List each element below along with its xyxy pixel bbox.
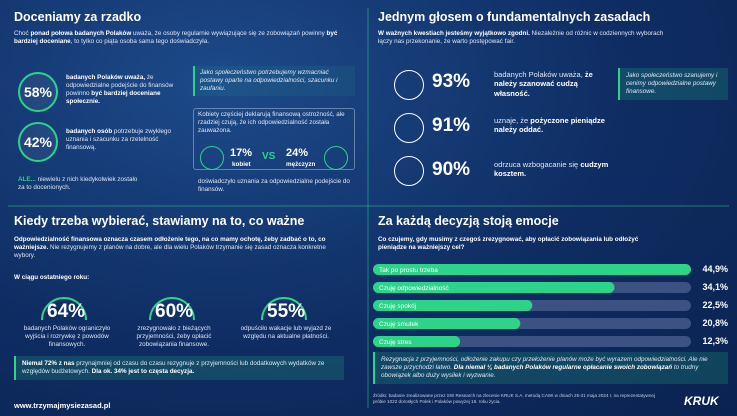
- summary-box: Niemal 72% z nas przynajmniej od czasu d…: [14, 356, 344, 380]
- stat-value: 90%: [432, 159, 471, 180]
- stat-text: odpuściło wakacje lub wyjazd ze względu …: [240, 325, 332, 340]
- text-run: W ważnych kwestiach jesteśmy wyjątkowo z…: [378, 30, 530, 37]
- intro: Odpowiedzialność finansowa oznacza czase…: [14, 236, 344, 260]
- stat-value: 64%: [47, 301, 86, 322]
- intro: W ważnych kwestiach jesteśmy wyjątkowo z…: [378, 30, 678, 46]
- stat-text: badanych osób potrzebuje zwykłego uznani…: [66, 128, 181, 152]
- title: Kiedy trzeba wybierać, stawiamy na to, c…: [14, 214, 305, 228]
- arc: [41, 297, 87, 321]
- text-run: to trudny obowiązek albo duży wysiłek i …: [381, 363, 699, 379]
- text-run: że odpowiedzialne podejście do finansów …: [66, 74, 174, 97]
- stat-value: 93%: [432, 71, 471, 92]
- bar: [373, 336, 461, 347]
- value-label: 44,9%: [702, 264, 728, 274]
- bar-label: Czuję spokój: [379, 303, 416, 310]
- period: W ciągu ostatniego roku:: [14, 274, 90, 281]
- text-run: Niemal 72% z nas: [22, 360, 75, 367]
- text-run: ALE...: [18, 176, 36, 183]
- text-run: że należy szanować cudzą własność.: [494, 70, 593, 98]
- stat-value: 58%: [18, 72, 58, 112]
- title: Za każdą decyzją stoją emocje: [378, 214, 559, 228]
- men-label: mężczyzn: [286, 161, 316, 168]
- stat-text: badanych Polaków uważa, że należy szanow…: [494, 70, 612, 98]
- text-run: Dla ok. 34% jest to częsta decyzja.: [91, 367, 195, 375]
- stat-value: 55%: [267, 301, 306, 322]
- text-run: , to tylko co piąta osoba sama tego dośw…: [70, 37, 209, 45]
- bar-chart: Tak po prostu trzeba 44,9% Czuję odpowiedz…: [373, 264, 728, 347]
- title: Jednym głosem o fundamentalnych zasadach: [378, 10, 651, 24]
- summary-box: Rezygnacja z przyjemności, odłożenie zak…: [373, 352, 728, 384]
- source: Źródło: badanie zrealizowane przez SW Re…: [373, 393, 655, 404]
- stat-text: badanych Polaków ograniczyło wyjścia i r…: [23, 325, 111, 348]
- gender-intro: Kobiety częściej deklarują finansową ost…: [198, 111, 345, 134]
- value-label: 20,8%: [702, 318, 728, 328]
- bar-label: Tak po prostu trzeba: [379, 267, 438, 274]
- logo: KRUK: [684, 394, 719, 408]
- text-run: badanych Polaków uważa,: [494, 70, 585, 79]
- quote: Jako społeczeństwo szanujemy i cenimy od…: [618, 68, 728, 100]
- text-run: Choć: [14, 30, 31, 37]
- stat-value: 60%: [155, 301, 194, 322]
- text-run: uważa, że osoby regularnie wywiązujące s…: [131, 30, 327, 37]
- gender-box: [193, 108, 355, 170]
- vs: VS: [262, 151, 276, 162]
- intro: Choć ponad połowa badanych Polaków uważa…: [14, 30, 359, 46]
- arc: [149, 297, 195, 321]
- question: Co czujemy, gdy musimy z czegoś zrezygno…: [378, 236, 639, 251]
- icon: [394, 156, 424, 186]
- text-run: uznaje, że: [494, 116, 531, 125]
- text-run: Odpowiedzialność finansowa oznacza czase…: [14, 236, 326, 251]
- text-run: pożyczone pieniądze należy oddać.: [494, 116, 605, 135]
- stat-text: zrezygnowało z bieżących przyjemności, ż…: [136, 325, 212, 348]
- but-text: ALE... niewielu z nich kiedykolwiek zost…: [18, 176, 138, 192]
- text-run: Nie rezygnujemy z planów na dobre, ale d…: [14, 243, 326, 259]
- text-run: niewielu z nich kiedykolwiek zostało za …: [18, 176, 138, 191]
- value-label: 22,5%: [702, 300, 728, 310]
- bar-label: Czuję smutek: [379, 321, 419, 328]
- bar-label: Czuję stres: [379, 339, 412, 346]
- title: Doceniamy za rzadko: [14, 10, 142, 24]
- gender-outro: doświadczyło uznania za odpowiedzialne p…: [198, 178, 350, 193]
- arcs: [41, 297, 307, 321]
- text-run: przynajmniej od czasu do czasu rezygnuje…: [22, 360, 325, 375]
- stat-value: 42%: [18, 122, 58, 162]
- bar: [373, 318, 521, 329]
- text-run: ponad połowa badanych Polaków: [30, 30, 132, 37]
- arc: [261, 297, 307, 321]
- icon: [394, 113, 424, 143]
- value-label: 12,3%: [702, 336, 728, 346]
- bar-label: Czuję odpowiedzialność: [379, 285, 449, 292]
- icon: [324, 146, 348, 170]
- text-run: Dla niemal ¼ badanych Polaków regularne …: [453, 363, 673, 371]
- text-run: cudzym kosztem.: [494, 160, 609, 179]
- stat-value: 91%: [432, 115, 471, 136]
- text-run: być bardziej doceniane: [14, 30, 338, 45]
- text-run: badanych Polaków uważa,: [66, 74, 146, 81]
- bar: [373, 300, 533, 311]
- bar: [373, 282, 615, 293]
- icon: [200, 146, 224, 170]
- women-value: 17%: [230, 147, 253, 159]
- quote: Jako społeczeństwo potrzebujemy wzmacnia…: [193, 66, 355, 96]
- text-run: być bardziej doceniane społecznie.: [66, 89, 161, 105]
- text-run: badanych osób: [66, 128, 113, 135]
- footer-url: www.trzymajmysiezasad.pl: [14, 401, 111, 410]
- stat-text: odrzuca wzbogacanie się cudzym kosztem.: [494, 160, 612, 179]
- value-label: 34,1%: [702, 282, 728, 292]
- text-run: Rezygnacja z przyjemności, odłożenie zak…: [381, 356, 708, 371]
- text-run: odrzuca wzbogacanie się: [494, 160, 581, 169]
- stat-text: uznaje, że pożyczone pieniądze należy od…: [494, 116, 612, 135]
- men-value: 24%: [286, 147, 309, 159]
- text-run: potrzebuje zwykłego uznania i szacunku z…: [66, 128, 171, 151]
- bar: [373, 264, 691, 275]
- stat-text: badanych Polaków uważa, że odpowiedzialn…: [66, 74, 181, 105]
- text-run: Niezależnie od różnic w codziennych wybo…: [378, 30, 664, 45]
- women-label: kobiet: [232, 161, 251, 168]
- icon: [394, 70, 424, 100]
